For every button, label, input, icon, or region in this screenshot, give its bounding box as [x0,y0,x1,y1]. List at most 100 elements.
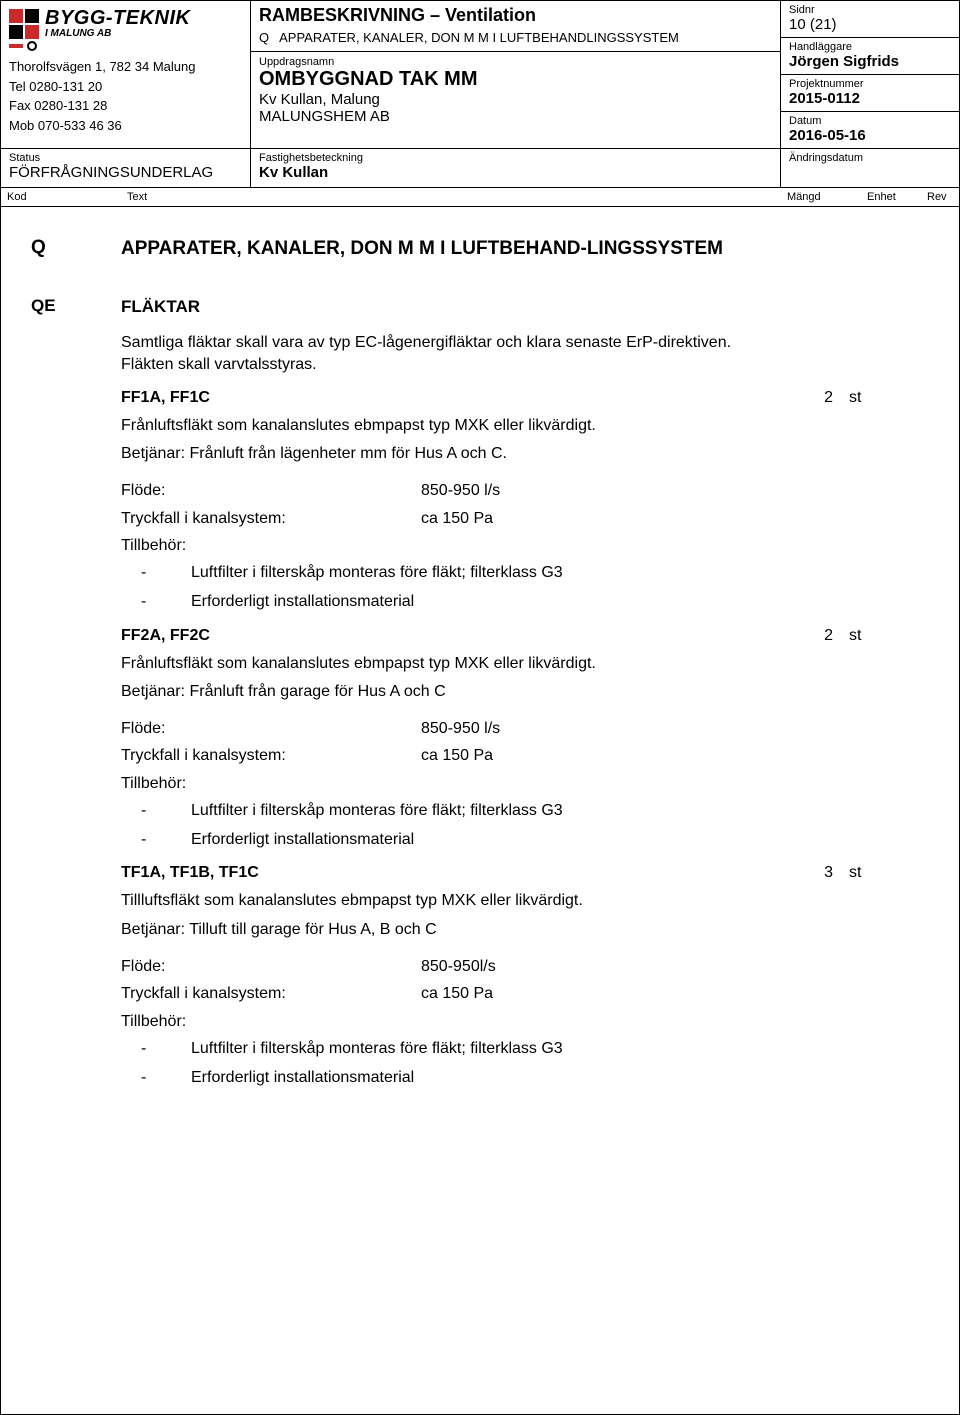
tillbehor-label: Tillbehör: [121,1008,421,1035]
col-rev: Rev [921,188,960,206]
andring-label: Ändringsdatum [789,152,953,164]
flow-row: Flöde: 850-950 l/s [121,477,929,504]
item-name: FF1A, FF1C [121,389,781,407]
bullet-text: Erforderligt installationsmaterial [191,826,929,855]
bullet-text: Luftfilter i filterskåp monteras före fl… [191,1035,929,1064]
bullet-text: Erforderligt installationsmaterial [191,1064,929,1093]
item-desc: Frånluftsfläkt som kanalanslutes ebmpaps… [121,653,781,675]
col-mangd: Mängd [781,188,861,206]
company-name: BYGG-TEKNIK I MALUNG AB [45,7,191,39]
center-stack: RAMBESKRIVNING – Ventilation Q APPARATER… [251,1,781,148]
flow-val: 850-950 l/s [421,477,500,504]
item-unit: st [841,864,901,882]
item-unit: st [841,627,901,645]
page: BYGG-TEKNIK I MALUNG AB Thorolfsvägen 1,… [0,0,960,1415]
item-row: FF2A, FF2C 2 st [31,627,929,645]
header-grid: BYGG-TEKNIK I MALUNG AB Thorolfsvägen 1,… [1,1,959,149]
press-val: ca 150 Pa [421,505,493,532]
fastighet-label: Fastighetsbeteckning [259,152,772,164]
tillbehor-label: Tillbehör: [121,532,421,559]
projektnummer-val: 2015-0112 [789,90,953,107]
press-val: ca 150 Pa [421,980,493,1007]
logo-row: BYGG-TEKNIK I MALUNG AB [9,7,242,51]
press-row: Tryckfall i kanalsystem: ca 150 Pa [121,980,929,1007]
item-serves: Betjänar: Tilluft till garage för Hus A,… [121,919,781,941]
item-qty: 2 [781,627,841,645]
col-enhet: Enhet [861,188,921,206]
project-title: OMBYGGNAD TAK MM [259,68,772,91]
bullet-row: -Erforderligt installationsmaterial [121,826,929,855]
project-sub2: MALUNGSHEM AB [259,108,772,125]
flow-label: Flöde: [121,715,421,742]
logo-icon [9,7,39,51]
bullet-row: -Luftfilter i filterskåp monteras före f… [121,797,929,826]
qe-code: QE [31,296,121,318]
fax-line: Fax 0280-131 28 [9,96,242,116]
uppdrag-cell: Uppdragsnamn OMBYGGNAD TAK MM Kv Kullan,… [251,52,780,131]
press-row: Tryckfall i kanalsystem: ca 150 Pa [121,505,929,532]
q-title: APPARATER, KANALER, DON M M I LUFTBEHAND… [121,237,781,262]
datum-cell: Datum 2016-05-16 [781,112,960,148]
flow-val: 850-950 l/s [421,715,500,742]
bullet-text: Erforderligt installationsmaterial [191,588,929,617]
bullet-block: -Luftfilter i filterskåp monteras före f… [121,559,929,617]
doc-title: RAMBESKRIVNING – Ventilation [259,5,772,26]
bullet-row: -Luftfilter i filterskåp monteras före f… [121,1035,929,1064]
section-code: Q [259,30,269,45]
datum-val: 2016-05-16 [789,127,953,144]
tillbehor-row: Tillbehör: [121,770,929,797]
handlaggare-val: Jörgen Sigfrids [789,53,953,70]
q-code: Q [31,237,121,262]
tillbehor-row: Tillbehör: [121,1008,929,1035]
bullet-row: -Erforderligt installationsmaterial [121,588,929,617]
company-name-main: BYGG-TEKNIK [45,7,191,30]
press-label: Tryckfall i kanalsystem: [121,505,421,532]
status-cell: Status FÖRFRÅGNINGSUNDERLAG [1,149,251,187]
tillbehor-row: Tillbehör: [121,532,929,559]
item-serves: Betjänar: Frånluft från garage för Hus A… [121,681,781,703]
addr-line: Thorolfsvägen 1, 782 34 Malung [9,57,242,77]
projektnummer-label: Projektnummer [789,78,953,90]
tillbehor-label: Tillbehör: [121,770,421,797]
press-val: ca 150 Pa [421,742,493,769]
flow-label: Flöde: [121,477,421,504]
item-qty: 3 [781,864,841,882]
press-label: Tryckfall i kanalsystem: [121,742,421,769]
item-unit: st [841,389,901,407]
sidnr-label: Sidnr [789,4,953,16]
datum-label: Datum [789,115,953,127]
andring-cell: Ändringsdatum [781,149,960,187]
sidnr-cell: Sidnr 10 (21) [781,1,960,38]
col-text: Text [121,188,781,206]
bullet-text: Luftfilter i filterskåp monteras före fl… [191,797,929,826]
item-row: TF1A, TF1B, TF1C 3 st [31,864,929,882]
item-row: FF1A, FF1C 2 st [31,389,929,407]
fastighet-cell: Fastighetsbeteckning Kv Kullan [251,149,781,187]
item-name: TF1A, TF1B, TF1C [121,864,781,882]
status-label: Status [9,152,242,164]
company-address: Thorolfsvägen 1, 782 34 Malung Tel 0280-… [9,57,242,135]
tel-line: Tel 0280-131 20 [9,77,242,97]
flow-row: Flöde: 850-950 l/s [121,715,929,742]
col-kod: Kod [1,188,121,206]
section-code-row: Q APPARATER, KANALER, DON M M I LUFTBEHA… [259,30,772,45]
col-header: Kod Text Mängd Enhet Rev [1,188,959,207]
item-qty: 2 [781,389,841,407]
sidnr-val: 10 (21) [789,16,953,33]
status-val: FÖRFRÅGNINGSUNDERLAG [9,164,242,181]
mob-line: Mob 070-533 46 36 [9,116,242,136]
item-desc: Frånluftsfläkt som kanalanslutes ebmpaps… [121,415,781,437]
qe-title: FLÄKTAR [121,296,781,318]
qe-heading-row: QE FLÄKTAR [31,296,929,318]
bullet-block: -Luftfilter i filterskåp monteras före f… [121,797,929,855]
doc-title-cell: RAMBESKRIVNING – Ventilation Q APPARATER… [251,1,780,52]
item-name: FF2A, FF2C [121,627,781,645]
handlaggare-label: Handläggare [789,41,953,53]
press-label: Tryckfall i kanalsystem: [121,980,421,1007]
company-cell: BYGG-TEKNIK I MALUNG AB Thorolfsvägen 1,… [1,1,251,148]
flow-row: Flöde: 850-950l/s [121,953,929,980]
section-text: APPARATER, KANALER, DON M M I LUFTBEHAND… [279,30,679,45]
flow-label: Flöde: [121,953,421,980]
item-serves: Betjänar: Frånluft från lägenheter mm fö… [121,443,781,465]
bullet-row: -Erforderligt installationsmaterial [121,1064,929,1093]
